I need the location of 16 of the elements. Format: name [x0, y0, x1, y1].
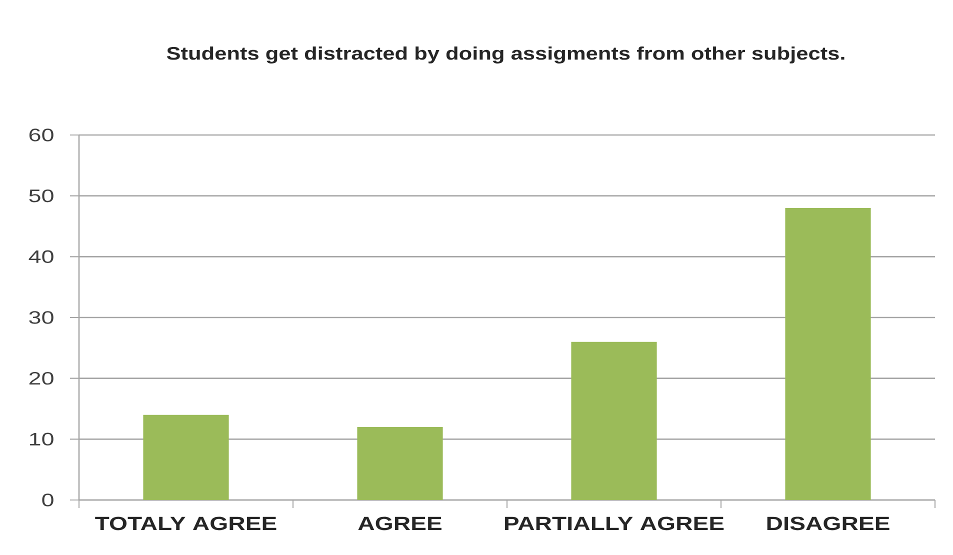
bar	[571, 342, 657, 500]
chart-title: Students get distracted by doing assigments from other subjects.	[166, 46, 844, 64]
y-tick-label: 60	[29, 128, 54, 142]
y-tick-label: 10	[30, 432, 54, 446]
bar	[143, 414, 229, 500]
bar	[785, 208, 871, 500]
y-tick-label: 20	[29, 372, 54, 385]
x-tick-label: PARTIALLY AGREE	[505, 516, 724, 530]
x-tick-label: AGREE	[358, 516, 442, 530]
x-tick-label: TOTALY AGREE	[95, 516, 276, 530]
y-tick-label: 30	[29, 311, 54, 324]
y-tick-label: 0	[42, 494, 54, 506]
x-tick-label: DISAGREE	[767, 516, 890, 530]
bar	[357, 426, 443, 500]
y-tick-label: 40	[28, 250, 54, 264]
y-tick-label: 50	[29, 189, 54, 202]
